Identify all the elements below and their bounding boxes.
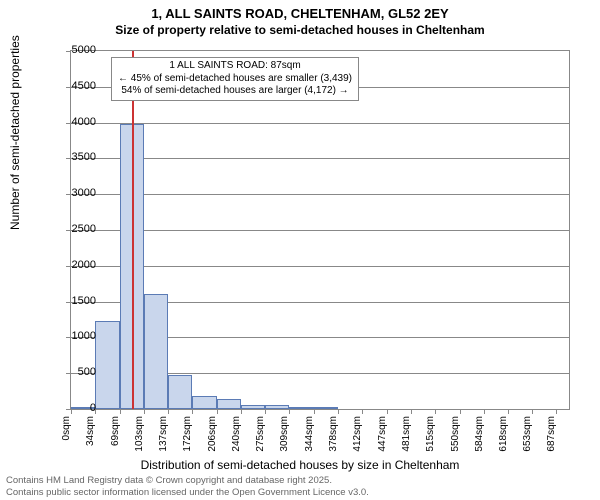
y-tick-label: 3000 (72, 187, 96, 199)
y-tick-mark (66, 337, 71, 338)
y-tick-label: 2500 (72, 223, 96, 235)
y-tick-label: 3500 (72, 151, 96, 163)
y-tick-label: 4500 (72, 80, 96, 92)
chart-container: 1, ALL SAINTS ROAD, CHELTENHAM, GL52 2EY… (0, 0, 600, 500)
x-tick-mark (362, 409, 363, 414)
x-tick-mark (532, 409, 533, 414)
y-tick-label: 2000 (72, 259, 96, 271)
x-tick-mark (314, 409, 315, 414)
y-tick-label: 500 (78, 366, 96, 378)
annotation-line3: 54% of semi-detached houses are larger (… (118, 85, 352, 98)
histogram-bar (192, 396, 216, 409)
y-tick-mark (66, 158, 71, 159)
histogram-bar (144, 294, 168, 409)
histogram-bar (265, 405, 289, 409)
y-tick-mark (66, 194, 71, 195)
histogram-bar (314, 407, 338, 409)
x-tick-mark (289, 409, 290, 414)
chart-title-line1: 1, ALL SAINTS ROAD, CHELTENHAM, GL52 2EY (0, 0, 600, 23)
x-tick-mark (71, 409, 72, 414)
gridline (71, 194, 569, 195)
x-tick-mark (460, 409, 461, 414)
y-tick-mark (66, 51, 71, 52)
y-tick-mark (66, 87, 71, 88)
gridline (71, 230, 569, 231)
histogram-bar (217, 399, 241, 409)
x-tick-mark (241, 409, 242, 414)
gridline (71, 266, 569, 267)
x-axis-label: Distribution of semi-detached houses by … (0, 458, 600, 472)
y-tick-label: 1000 (72, 330, 96, 342)
x-tick-mark (556, 409, 557, 414)
annotation-line2: ← 45% of semi-detached houses are smalle… (118, 73, 352, 86)
x-tick-mark (192, 409, 193, 414)
x-tick-mark (217, 409, 218, 414)
y-tick-mark (66, 266, 71, 267)
y-tick-mark (66, 302, 71, 303)
x-tick-mark (338, 409, 339, 414)
histogram-bar (289, 407, 314, 409)
y-tick-mark (66, 373, 71, 374)
x-tick-mark (435, 409, 436, 414)
y-tick-mark (66, 123, 71, 124)
gridline (71, 158, 569, 159)
x-tick-mark (265, 409, 266, 414)
histogram-bar (168, 375, 193, 409)
y-axis-label: Number of semi-detached properties (8, 35, 22, 230)
histogram-bar (95, 321, 120, 409)
x-tick-mark (168, 409, 169, 414)
y-tick-label: 5000 (72, 44, 96, 56)
attribution-footer: Contains HM Land Registry data © Crown c… (6, 475, 369, 498)
annotation-callout: 1 ALL SAINTS ROAD: 87sqm ← 45% of semi-d… (111, 57, 359, 101)
plot-area: 1 ALL SAINTS ROAD: 87sqm ← 45% of semi-d… (70, 50, 570, 410)
x-tick-mark (387, 409, 388, 414)
histogram-bar (241, 405, 266, 409)
annotation-line1: 1 ALL SAINTS ROAD: 87sqm (118, 60, 352, 73)
chart-title-line2: Size of property relative to semi-detach… (0, 23, 600, 39)
x-tick-mark (144, 409, 145, 414)
x-tick-mark (411, 409, 412, 414)
y-tick-label: 0 (90, 402, 96, 414)
property-marker-line (132, 51, 134, 409)
y-tick-label: 4000 (72, 116, 96, 128)
gridline (71, 123, 569, 124)
footer-line2: Contains public sector information licen… (6, 487, 369, 498)
footer-line1: Contains HM Land Registry data © Crown c… (6, 475, 369, 486)
y-tick-label: 1500 (72, 295, 96, 307)
x-tick-mark (508, 409, 509, 414)
x-tick-mark (120, 409, 121, 414)
y-tick-mark (66, 230, 71, 231)
x-tick-mark (484, 409, 485, 414)
